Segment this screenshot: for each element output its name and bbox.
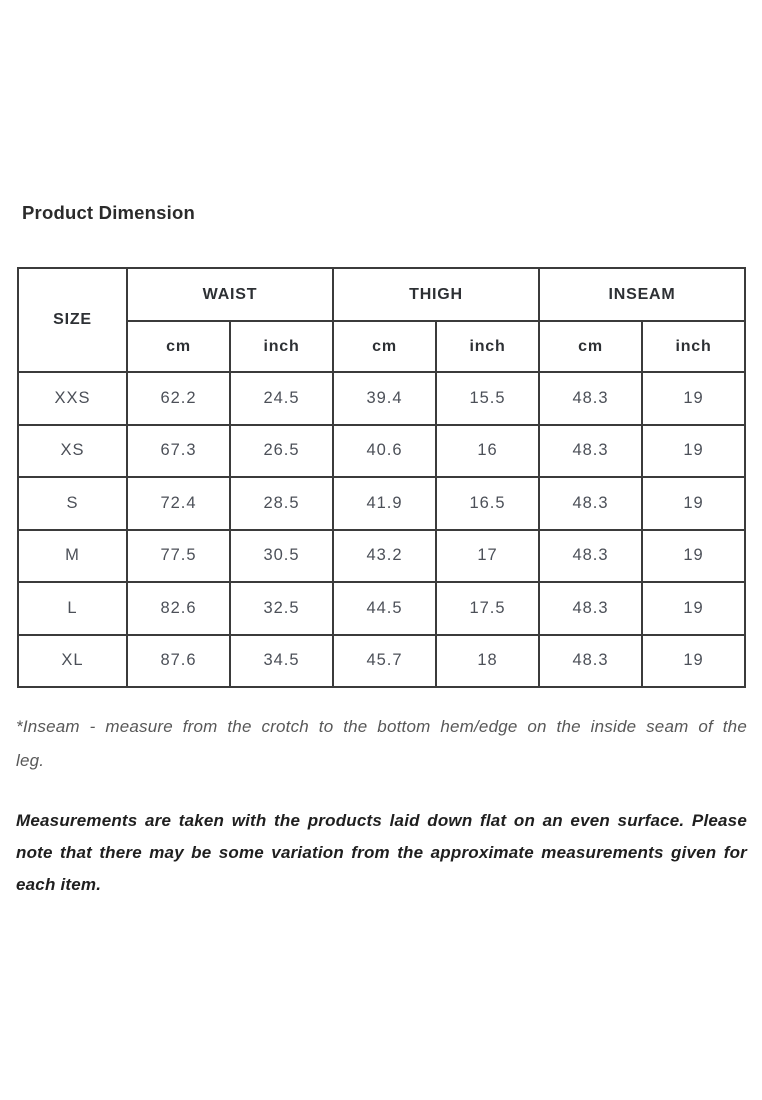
- waist-inch-cell: 28.5: [228, 476, 335, 531]
- note-line: note that there may be some variation fr…: [16, 843, 747, 862]
- waist-cm-cell: 77.5: [126, 528, 231, 583]
- thigh-cm-cell: 44.5: [332, 581, 438, 636]
- inseam-cm-cell: 48.3: [538, 371, 644, 426]
- thigh-inch-cell: 17: [435, 528, 541, 583]
- size-label-cell: M: [17, 528, 128, 583]
- inseam-cm-cell: 48.3: [538, 581, 644, 636]
- waist-inch-cell: 30.5: [228, 528, 335, 583]
- size-row-xxs: XXS 62.2 24.5 39.4 15.5 48.3 19: [17, 371, 747, 426]
- measurement-disclaimer: Measurements are taken with the products…: [16, 805, 747, 901]
- inseam-cm-cell: 48.3: [538, 633, 644, 688]
- thigh-inch-cell: 17.5: [435, 581, 541, 636]
- waist-inch-cell: 34.5: [228, 633, 335, 688]
- unit-header-thigh-cm: cm: [332, 320, 438, 373]
- thigh-cm-cell: 45.7: [332, 633, 438, 688]
- note-line: leg.: [16, 751, 45, 770]
- thigh-cm-cell: 43.2: [332, 528, 438, 583]
- table-group-header-row: SIZE WAIST THIGH INSEAM: [17, 267, 747, 373]
- table-unit-header-row: cm inch cm inch cm inch: [18, 320, 747, 373]
- size-row-xs: XS 67.3 26.5 40.6 16 48.3 19: [17, 423, 747, 478]
- waist-inch-cell: 32.5: [228, 581, 335, 636]
- note-line: Measurements are taken with the products…: [16, 811, 747, 830]
- thigh-inch-cell: 16: [435, 423, 541, 478]
- inseam-inch-cell: 19: [641, 476, 747, 531]
- unit-header-thigh-inch: inch: [435, 320, 541, 373]
- waist-cm-cell: 62.2: [126, 371, 231, 426]
- unit-header-waist-cm: cm: [126, 320, 231, 373]
- waist-cm-cell: 67.3: [126, 423, 231, 478]
- size-column-header: SIZE: [17, 267, 128, 373]
- thigh-inch-cell: 16.5: [435, 476, 541, 531]
- thigh-cm-cell: 41.9: [332, 476, 438, 531]
- unit-header-inseam-inch: inch: [641, 320, 747, 373]
- size-table: SIZE WAIST THIGH INSEAM cm inch cm inch …: [17, 267, 747, 688]
- group-header-waist: WAIST: [125, 267, 335, 322]
- thigh-cm-cell: 39.4: [332, 371, 438, 426]
- inseam-cm-cell: 48.3: [538, 528, 644, 583]
- waist-cm-cell: 82.6: [126, 581, 231, 636]
- inseam-footnote: *Inseam - measure from the crotch to the…: [16, 710, 747, 778]
- size-label-cell: XL: [17, 633, 128, 688]
- inseam-inch-cell: 19: [641, 423, 747, 478]
- inseam-inch-cell: 19: [641, 528, 747, 583]
- waist-cm-cell: 72.4: [126, 476, 231, 531]
- unit-header-waist-inch: inch: [228, 320, 335, 373]
- size-label-cell: XS: [17, 423, 128, 478]
- waist-inch-cell: 24.5: [228, 371, 335, 426]
- waist-cm-cell: 87.6: [126, 633, 231, 688]
- size-row-xl: XL 87.6 34.5 45.7 18 48.3 19: [17, 633, 747, 688]
- size-row-l: L 82.6 32.5 44.5 17.5 48.3 19: [17, 581, 747, 636]
- thigh-inch-cell: 18: [435, 633, 541, 688]
- group-header-thigh: THIGH: [332, 267, 541, 322]
- inseam-inch-cell: 19: [641, 581, 747, 636]
- size-label-cell: S: [17, 476, 128, 531]
- inseam-inch-cell: 19: [641, 633, 747, 688]
- size-label-cell: L: [17, 581, 128, 636]
- inseam-cm-cell: 48.3: [538, 423, 644, 478]
- size-row-s: S 72.4 28.5 41.9 16.5 48.3 19: [17, 476, 747, 531]
- thigh-inch-cell: 15.5: [435, 371, 541, 426]
- page-title: Product Dimension: [22, 202, 195, 223]
- inseam-inch-cell: 19: [641, 371, 747, 426]
- waist-inch-cell: 26.5: [228, 423, 335, 478]
- note-line: each item.: [16, 875, 102, 894]
- size-label-cell: XXS: [17, 371, 128, 426]
- group-header-inseam: INSEAM: [538, 267, 747, 322]
- note-line: *Inseam - measure from the crotch to the…: [16, 717, 747, 736]
- thigh-cm-cell: 40.6: [332, 423, 438, 478]
- unit-header-inseam-cm: cm: [538, 320, 644, 373]
- inseam-cm-cell: 48.3: [538, 476, 644, 531]
- size-row-m: M 77.5 30.5 43.2 17 48.3 19: [17, 528, 747, 583]
